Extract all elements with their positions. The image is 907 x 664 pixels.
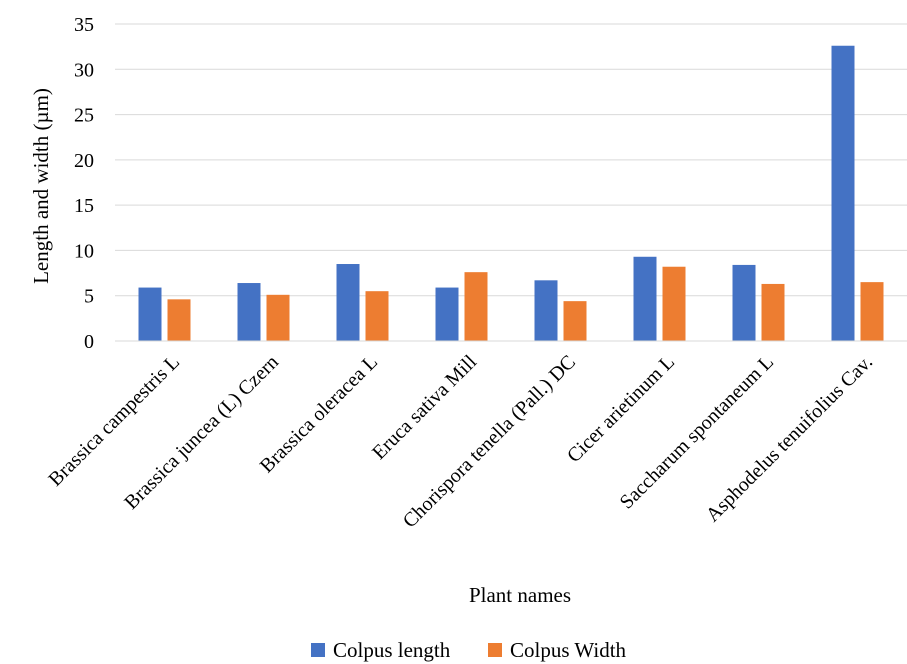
- bar-colpus-length-asphodelus-tenuifolius-cav: [831, 45, 855, 341]
- bars: [138, 45, 884, 341]
- x-tick-label: Chorispora tenella (Pall.) DC: [399, 351, 580, 532]
- bar-colpus-width-chorispora-tenella-pall-dc: [563, 301, 587, 341]
- bar-colpus-width-cicer-arietinum-l: [662, 266, 686, 341]
- x-tick-label: Eruca sativa Mill: [368, 351, 481, 464]
- bar-colpus-length-saccharum-spontaneum-l: [732, 264, 756, 341]
- bar-colpus-length-chorispora-tenella-pall-dc: [534, 280, 558, 341]
- bar-colpus-width-brassica-campestris-l: [167, 299, 191, 341]
- legend-swatch-colpus-length: [311, 643, 325, 657]
- x-tick-label: Cicer arietinum L: [563, 351, 679, 467]
- y-tick-label: 5: [84, 286, 94, 308]
- y-axis-title: Length and width (µm): [29, 88, 53, 284]
- bar-colpus-width-eruca-sativa-mill: [464, 272, 488, 341]
- x-tick-label: Asphodelus tenuifolius Cav.: [702, 351, 877, 526]
- legend-label-colpus-width: Colpus Width: [510, 638, 627, 662]
- bar-colpus-length-brassica-campestris-l: [138, 287, 162, 341]
- bar-colpus-length-eruca-sativa-mill: [435, 287, 459, 341]
- y-tick-label: 15: [74, 195, 94, 217]
- legend-swatch-colpus-width: [488, 643, 502, 657]
- y-axis-ticks: 0 5 10 15 20 25 30 35: [74, 14, 94, 353]
- bar-colpus-length-brassica-oleracea-l: [336, 264, 360, 341]
- bar-colpus-width-brassica-oleracea-l: [365, 291, 389, 341]
- y-tick-label: 20: [74, 150, 94, 172]
- x-axis-title: Plant names: [469, 583, 571, 607]
- y-tick-label: 0: [84, 331, 94, 353]
- bar-colpus-width-asphodelus-tenuifolius-cav: [860, 282, 884, 341]
- bar-colpus-width-saccharum-spontaneum-l: [761, 283, 785, 341]
- y-tick-label: 35: [74, 14, 94, 36]
- y-tick-label: 10: [74, 240, 94, 262]
- legend-label-colpus-length: Colpus length: [333, 638, 451, 662]
- bar-colpus-length-cicer-arietinum-l: [633, 256, 657, 341]
- bar-colpus-width-brassica-juncea-l-czern: [266, 294, 290, 341]
- y-tick-label: 30: [74, 59, 94, 81]
- bar-colpus-length-brassica-juncea-l-czern: [237, 283, 261, 341]
- gridlines: [115, 23, 907, 297]
- y-tick-label: 25: [74, 105, 94, 127]
- legend: Colpus length Colpus Width: [311, 638, 627, 662]
